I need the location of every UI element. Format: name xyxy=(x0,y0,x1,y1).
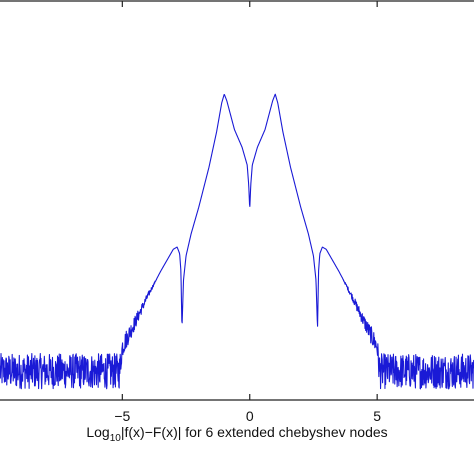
x-axis-label: Log10|f(x)−F(x)| for 6 extended chebyshe… xyxy=(0,424,474,444)
x-tick-label: 5 xyxy=(373,408,381,424)
x-tick-label: −5 xyxy=(114,408,130,424)
x-tick-label: 0 xyxy=(246,408,254,424)
error-series-line xyxy=(0,94,474,389)
plot-area xyxy=(0,94,474,389)
x-ticks: −5 0 5 xyxy=(114,1,381,424)
